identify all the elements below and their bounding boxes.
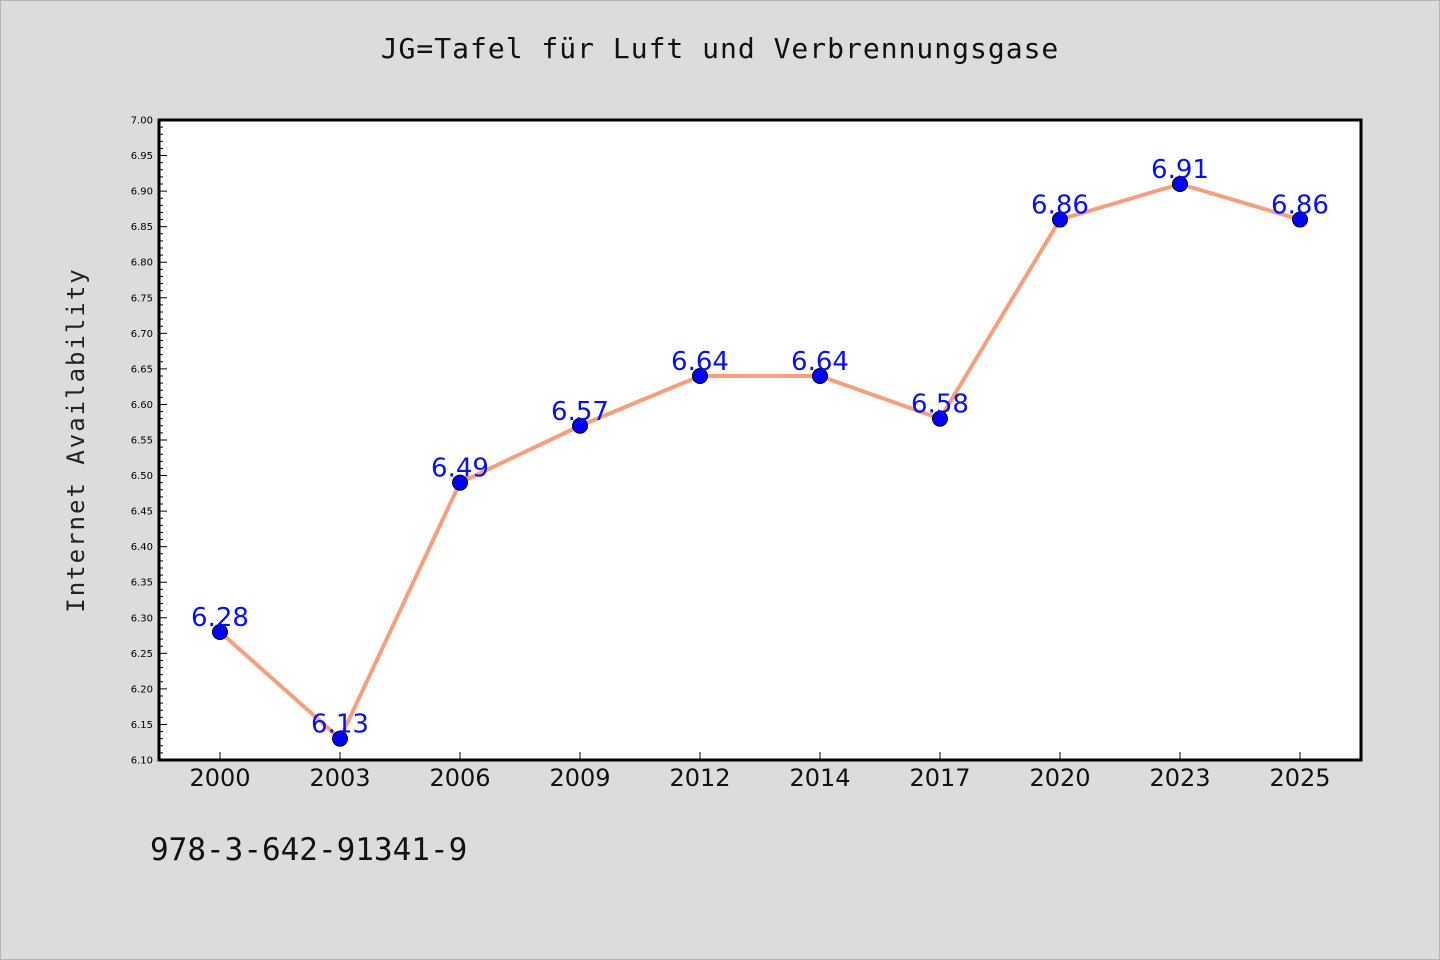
plot-area: 6.10 6.15 6.20 6.25 6.30 6.35 6.40 6.45 6.50 6.55… bbox=[62, 116, 1363, 792]
y-tick-label: 6.20 bbox=[131, 684, 153, 695]
data-point bbox=[212, 624, 228, 640]
data-point bbox=[1292, 211, 1308, 228]
x-tick-label: 2025 bbox=[1269, 764, 1330, 792]
y-tick-label: 6.55 bbox=[131, 436, 153, 447]
x-tick-label: 2020 bbox=[1029, 764, 1090, 792]
y-tick-label: 7.00 bbox=[131, 116, 153, 127]
data-label: 6.91 bbox=[1151, 155, 1209, 185]
data-point bbox=[572, 417, 588, 434]
data-label: 6.86 bbox=[1271, 191, 1329, 221]
y-tick-label: 6.75 bbox=[131, 293, 153, 304]
data-point bbox=[692, 368, 708, 384]
series-line bbox=[218, 182, 1301, 741]
y-tick-label: 6.15 bbox=[131, 720, 153, 731]
x-tick-label: 2012 bbox=[669, 764, 730, 792]
y-axis-label: Internet Availability bbox=[62, 267, 90, 612]
x-tick-label: 2014 bbox=[789, 764, 850, 792]
data-point bbox=[812, 368, 828, 384]
y-tick-label: 6.45 bbox=[131, 507, 153, 518]
x-tick-label: 2023 bbox=[1149, 764, 1210, 792]
y-tick-label: 6.90 bbox=[131, 187, 153, 198]
x-tick-label: 2003 bbox=[309, 764, 370, 792]
data-label: 6.57 bbox=[551, 397, 609, 427]
data-point bbox=[452, 474, 468, 491]
data-label: 6.64 bbox=[791, 347, 849, 377]
data-point bbox=[1172, 176, 1188, 192]
x-tick-label: 2009 bbox=[549, 764, 610, 792]
y-tick-label: 6.50 bbox=[131, 471, 153, 482]
x-tick-label: 2006 bbox=[429, 764, 490, 792]
data-label: 6.58 bbox=[911, 390, 969, 420]
data-point bbox=[1052, 211, 1068, 228]
data-label: 6.28 bbox=[191, 603, 249, 633]
y-tick-label: 6.25 bbox=[131, 649, 153, 660]
data-label: 6.86 bbox=[1031, 191, 1089, 221]
y-tick-label: 6.30 bbox=[131, 613, 153, 624]
x-tick-label: 2017 bbox=[909, 764, 970, 792]
y-tick-label: 6.70 bbox=[131, 329, 153, 340]
x-tick-label: 2000 bbox=[189, 764, 250, 792]
y-tick-label: 6.65 bbox=[131, 364, 153, 375]
data-label: 6.49 bbox=[431, 454, 489, 484]
data-point bbox=[932, 410, 948, 427]
plot-frame bbox=[157, 118, 1363, 762]
y-tick-label: 6.80 bbox=[131, 258, 153, 269]
y-tick-label: 6.10 bbox=[131, 756, 153, 767]
y-tick-label: 6.40 bbox=[131, 542, 153, 553]
y-tick-label: 6.35 bbox=[131, 578, 153, 589]
y-tick-label: 6.95 bbox=[131, 151, 153, 162]
y-tick-label: 6.60 bbox=[131, 400, 153, 411]
isbn-label: 978-3-642-91341-9 bbox=[150, 832, 468, 868]
y-tick-label: 6.85 bbox=[131, 222, 153, 233]
data-point bbox=[332, 730, 348, 747]
data-label: 6.13 bbox=[311, 710, 369, 740]
data-label: 6.64 bbox=[671, 347, 729, 377]
chart-title: JG=Tafel für Luft und Verbrennungsgase bbox=[380, 32, 1060, 65]
